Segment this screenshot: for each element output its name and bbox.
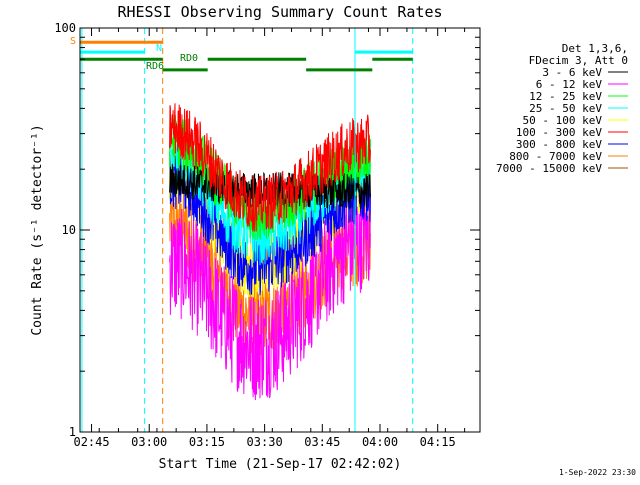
x-tick-label: 03:15 [189,435,225,449]
legend-entry-label: 300 - 800 keV [516,138,602,151]
chart-title: RHESSI Observing Summary Count Rates [117,3,442,21]
legend-entry-label: 3 - 6 keV [542,66,602,79]
y-axis-label: Count Rate (s⁻¹ detector⁻¹) [30,124,45,335]
footer-timestamp: 1-Sep-2022 23:30 [559,468,636,477]
x-tick-label: 04:00 [362,435,398,449]
legend-entry-label: 100 - 300 keV [516,126,602,139]
legend-entry-label: 800 - 7000 keV [509,150,602,163]
flag-label: RD0 [180,53,198,64]
series-line [169,164,371,209]
legend-header-line-1: Det 1,3,6, [562,42,628,55]
y-tick-label: 100 [54,21,76,35]
legend-entry-label: 12 - 25 keV [529,90,602,103]
legend-entry-label: 25 - 50 keV [529,102,602,115]
x-tick-label: 02:45 [73,435,109,449]
series-line [169,103,371,232]
legend-entry-label: 7000 - 15000 keV [496,162,602,175]
x-tick-label: 03:30 [247,435,283,449]
x-tick-label: 03:00 [131,435,167,449]
legend-entry-label: 6 - 12 keV [536,78,603,91]
x-tick-label: 04:15 [420,435,456,449]
axes: 02:45 03:00 03:15 03:30 03:45 04:00 04:15 1 10 10… [54,21,480,449]
legend-entry-label: 50 - 100 keV [523,114,603,127]
flag-label: N [156,43,162,54]
flag-label: S [70,36,76,47]
flag-label: RD6 [146,61,164,72]
y-tick-label: 1 [69,425,76,439]
x-tick-label: 03:45 [304,435,340,449]
x-axis-label: Start Time (21-Sep-17 02:42:02) [159,457,402,472]
plot-area [169,103,371,401]
y-tick-label: 10 [62,223,76,237]
legend-header-line-2: FDecim 3, Att 0 [529,54,628,67]
flag-lines: S N RD0 RD6 [70,28,414,432]
